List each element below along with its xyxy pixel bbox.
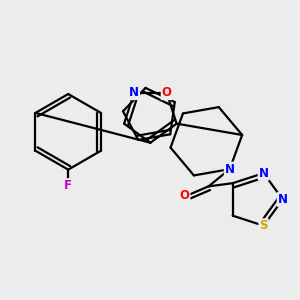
- Text: N: N: [259, 167, 269, 180]
- Text: O: O: [162, 86, 172, 99]
- Text: F: F: [64, 179, 72, 192]
- Text: N: N: [225, 163, 235, 176]
- Text: N: N: [129, 86, 139, 99]
- Text: O: O: [179, 189, 190, 202]
- Text: S: S: [259, 219, 268, 232]
- Text: N: N: [278, 193, 288, 206]
